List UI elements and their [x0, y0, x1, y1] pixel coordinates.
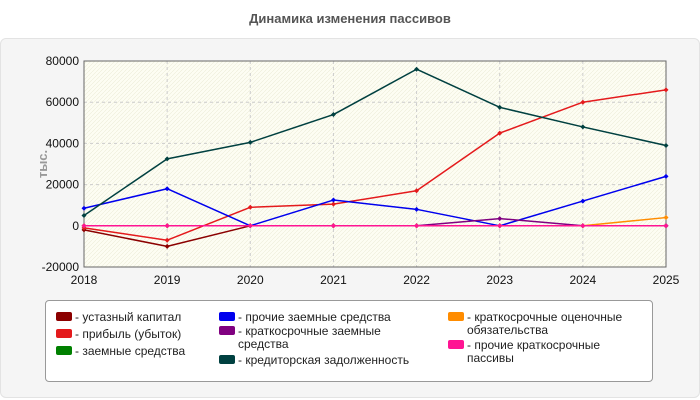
- series-point-2: [330, 201, 336, 207]
- x-tick-label: 2022: [403, 273, 430, 287]
- series-point-4: [330, 197, 336, 203]
- series-lines: [81, 66, 669, 249]
- legend-swatch: [219, 355, 235, 364]
- series-point-4: [663, 173, 669, 179]
- tick-labels: -20000 0 20000 40000 60000 80000 2018 2019 2020 2…: [42, 54, 680, 287]
- series-point-6: [414, 66, 420, 72]
- series-point-6: [497, 104, 503, 110]
- series-point-7: [663, 215, 669, 221]
- series-point-2: [497, 130, 503, 136]
- legend-swatch: [219, 312, 235, 321]
- series-point-6: [580, 124, 586, 130]
- x-tick-label: 2020: [237, 273, 264, 287]
- series-point-8: [414, 223, 420, 229]
- y-tick-label: 20000: [46, 178, 80, 192]
- series-point-8: [247, 223, 253, 229]
- legend-label: - заемные средства: [75, 344, 186, 358]
- series-point-2: [580, 99, 586, 105]
- series-point-8: [164, 223, 170, 229]
- plot-border: [83, 60, 667, 268]
- legend-swatch: [448, 312, 464, 321]
- x-tick-label: 2021: [320, 273, 347, 287]
- legend-label: - кредиторская задолженность: [238, 353, 410, 367]
- series-point-6: [81, 213, 87, 218]
- series-line-2: [83, 89, 667, 241]
- series-point-6: [164, 156, 170, 162]
- legend-label: - краткосрочные заемные средства: [238, 324, 381, 351]
- legend-label: - устазный капитал: [75, 310, 182, 324]
- x-tick-label: 2025: [653, 273, 680, 287]
- x-tick-label: 2023: [486, 273, 513, 287]
- series-point-8: [330, 223, 336, 229]
- plot-area: [84, 61, 666, 267]
- series-line-6: [83, 68, 667, 217]
- y-tick-label: 40000: [46, 136, 80, 150]
- series-point-2: [164, 237, 170, 243]
- y-tick-label: -20000: [42, 260, 80, 274]
- series-point-4: [414, 206, 420, 212]
- legend-swatch: [448, 340, 464, 349]
- series-point-8: [580, 223, 586, 229]
- series-point-5: [497, 216, 503, 222]
- legend-label: - прочие заемные средства: [238, 310, 391, 324]
- series-point-4: [580, 198, 586, 204]
- series-point-4: [164, 186, 170, 192]
- legend-swatch: [56, 312, 72, 321]
- legend-swatch: [56, 329, 72, 338]
- series-point-2: [414, 188, 420, 194]
- y-tick-label: 0: [72, 219, 79, 233]
- series-point-8: [663, 223, 669, 229]
- y-tick-label: 80000: [46, 54, 80, 68]
- grid-lines: [84, 61, 666, 267]
- series-point-8: [497, 223, 503, 229]
- x-tick-label: 2018: [71, 273, 98, 287]
- series-point-4: [81, 205, 87, 211]
- series-point-6: [330, 112, 336, 118]
- legend-swatch: [219, 326, 235, 335]
- y-tick-label: 60000: [46, 95, 80, 109]
- legend-label: - краткосрочные оценочные обязательства: [467, 310, 623, 337]
- series-point-1: [164, 243, 170, 249]
- x-tick-label: 2019: [154, 273, 181, 287]
- y-axis-label: тыс.: [35, 150, 50, 178]
- series-line-4: [83, 175, 667, 227]
- legend-label: - прибыль (убыток): [75, 327, 182, 341]
- series-point-2: [663, 87, 669, 93]
- legend-swatch: [56, 346, 72, 355]
- series-point-6: [663, 142, 669, 148]
- series-point-2: [247, 204, 253, 210]
- series-point-8: [81, 223, 87, 229]
- series-point-6: [247, 139, 253, 145]
- x-tick-label: 2024: [570, 273, 597, 287]
- legend-label: - прочие краткосрочные пассивы: [467, 338, 601, 365]
- chart-title: Динамика изменения пассивов: [249, 11, 451, 26]
- legend: - устазный капитал - прибыль (убыток) - за…: [45, 300, 653, 382]
